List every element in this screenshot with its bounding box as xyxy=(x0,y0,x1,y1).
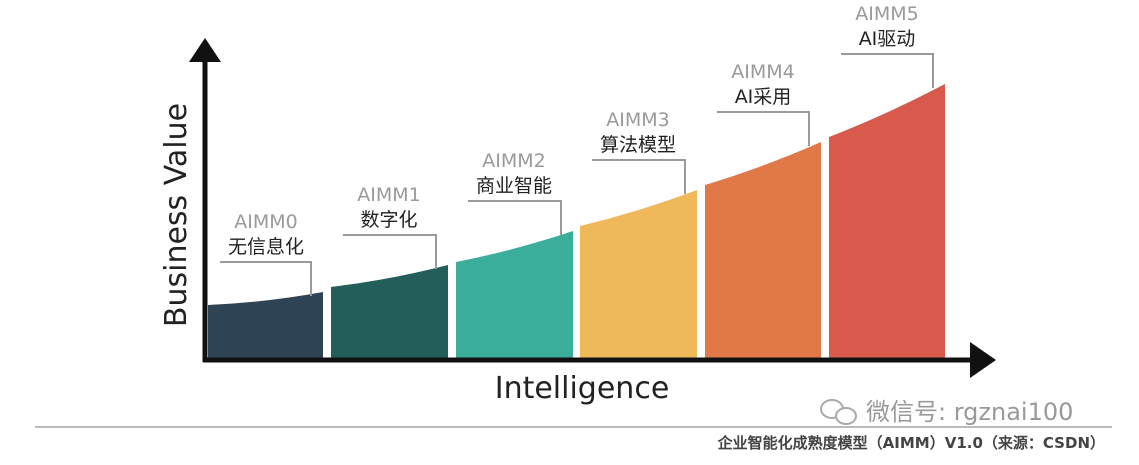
x-axis-arrow xyxy=(970,342,996,378)
stage-name: 商业智能 xyxy=(476,175,552,197)
stage-code: AIMM3 xyxy=(606,109,669,131)
stage-code: AIMM1 xyxy=(357,184,420,206)
caption: 企业智能化成熟度模型（AIMM）V1.0（来源：CSDN） xyxy=(717,434,1105,452)
stages: AIMM0 无信息化 AIMM1 数字化 AIMM2 商业智能 AIMM3 算法模型 AIMM4… xyxy=(208,3,945,358)
stage-block xyxy=(829,84,945,358)
stage-block xyxy=(705,142,821,358)
stage-name: 数字化 xyxy=(360,209,417,231)
y-axis-arrow xyxy=(189,38,221,62)
watermark: 微信号: rgznai100 xyxy=(866,398,1073,426)
stage-block xyxy=(456,231,573,358)
stage-name: AI采用 xyxy=(735,86,792,108)
leader-line xyxy=(343,234,437,269)
x-axis-label: Intelligence xyxy=(495,371,670,406)
stage-code: AIMM5 xyxy=(855,3,918,25)
leader-line xyxy=(592,159,686,194)
y-axis-label: Business Value xyxy=(159,103,194,327)
leader-line xyxy=(220,261,312,296)
leader-line xyxy=(468,200,562,235)
stage-block xyxy=(208,292,323,358)
leader-line xyxy=(717,111,810,146)
stage-name: 无信息化 xyxy=(228,236,304,258)
watermark-icon xyxy=(820,399,857,425)
stage-block xyxy=(331,265,448,358)
stage-name: AI驱动 xyxy=(859,28,916,50)
stage-name: 算法模型 xyxy=(600,134,676,156)
stage-block xyxy=(580,190,697,358)
stage-code: AIMM4 xyxy=(731,61,794,83)
stage-code: AIMM2 xyxy=(482,150,545,172)
stage-code: AIMM0 xyxy=(234,211,297,233)
leader-line xyxy=(841,53,934,88)
